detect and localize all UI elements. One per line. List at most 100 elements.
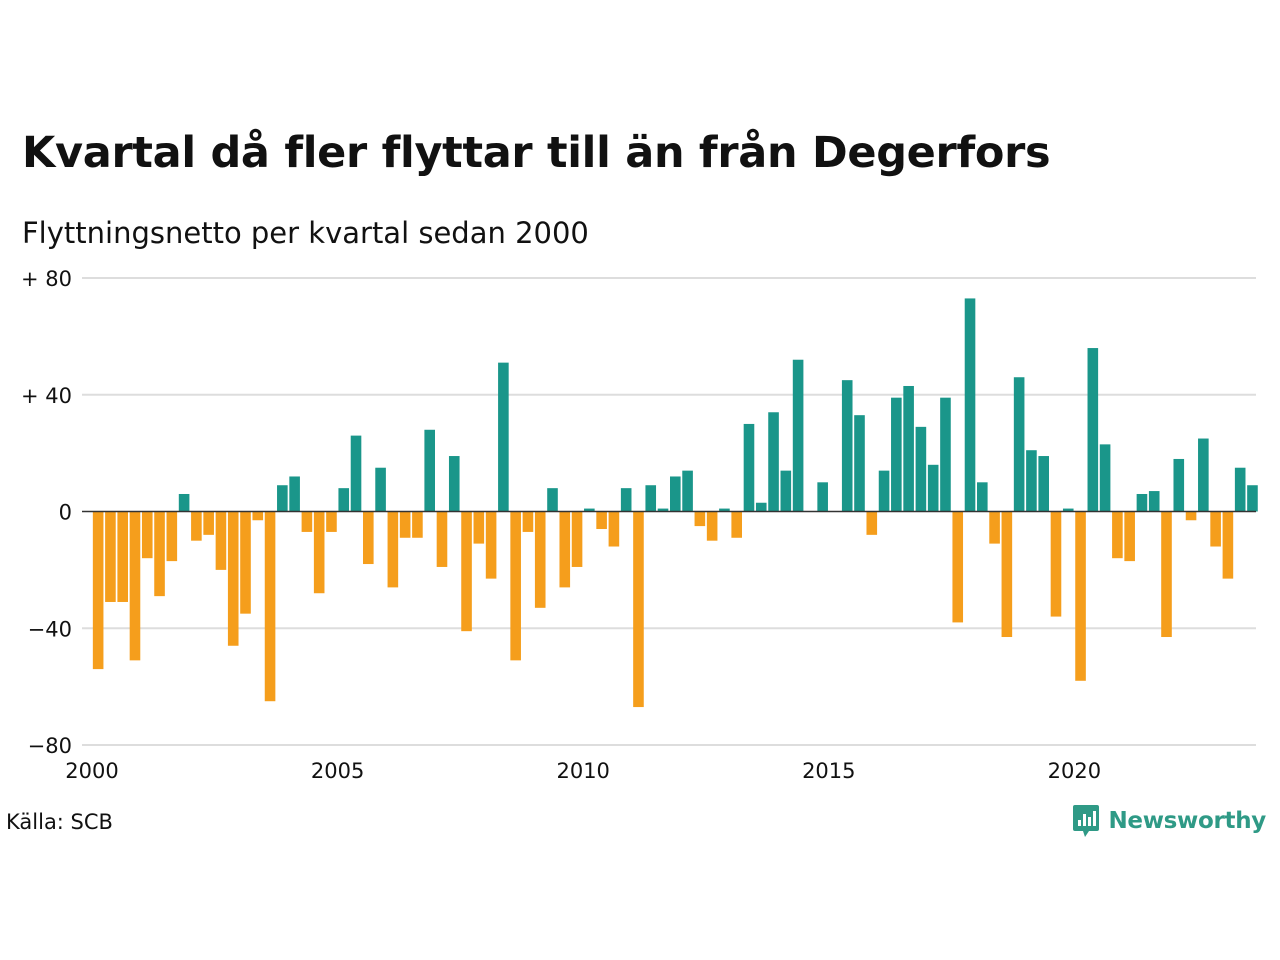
bar-positive [940,397,951,512]
bar-negative [92,511,104,670]
bar-positive [1099,444,1111,512]
bar-negative [1185,511,1197,521]
bar-positive [755,502,767,512]
bar-positive [1026,450,1037,512]
bar-negative [1161,511,1172,638]
bar-positive [927,464,939,512]
bar-positive [1198,438,1209,512]
bar-negative [522,511,534,532]
bar-positive [338,488,350,512]
bar-positive [841,380,853,512]
bar-positive [1173,458,1185,512]
bar-positive [350,435,362,512]
bar-negative [215,511,227,570]
bar-negative [129,511,141,661]
bar-negative [534,511,546,608]
bar-negative [203,511,214,535]
newsworthy-logo-icon [1073,805,1100,837]
y-tick-label: + 40 [21,384,72,408]
bar-negative [1001,511,1013,638]
bar-negative [240,511,251,614]
y-tick-label: + 80 [21,267,72,291]
bar-negative [166,511,178,562]
bar-positive [817,482,828,512]
x-axis-labels: 2000 2005 2010 2015 2020 [65,759,1101,783]
brand-name: Newsworthy [1108,808,1266,834]
bar-negative [252,511,264,521]
bar-negative [301,511,313,532]
bar-negative [706,511,718,541]
bar-negative [633,511,644,708]
bar-negative [141,511,153,559]
bar-positive [915,426,927,512]
bar-positive [682,470,693,512]
bar-positive [1136,493,1148,512]
bar-positive [1234,467,1246,512]
bar-positive [277,485,288,512]
bar-positive [878,470,890,512]
bar-negative [731,511,742,538]
chart-subtitle: Flyttningsnetto per kvartal sedan 2000 [22,216,589,250]
bar-negative [952,511,964,623]
source-note: Källa: SCB [6,810,113,834]
bar-negative [326,511,337,532]
bar-positive [448,456,460,512]
bar-negative [1112,511,1123,559]
bar-negative [694,511,706,527]
bar-negative [264,511,276,702]
bar-positive [891,397,902,512]
bar-positive [547,488,558,512]
x-tick-label: 2000 [65,759,118,783]
bar-positive [289,476,300,512]
bar-positive [584,508,595,512]
bar-positive [178,493,190,512]
bar-negative [1124,511,1135,562]
bar-negative [1210,511,1221,547]
bar-positive [375,467,386,512]
bar-positive [768,412,779,512]
x-tick-label: 2010 [556,759,609,783]
bar-negative [412,511,423,538]
bar-positive [792,359,804,512]
bar-negative [227,511,239,646]
bar-positive [424,429,435,512]
bar-positive [964,298,976,512]
bar-negative [1222,511,1234,579]
bar-positive [498,362,509,512]
bar-positive [854,415,865,512]
bar-positive [1148,491,1160,512]
bar-negative [485,511,497,579]
bar-negative [105,511,116,602]
bar-negative [608,511,620,547]
chart-title: Kvartal då fler flyttar till än från Deg… [22,128,1051,178]
bar-positive [719,508,730,512]
bar-negative [387,511,399,588]
x-tick-label: 2015 [802,759,855,783]
bar-positive [657,508,669,512]
bar-negative [559,511,571,588]
bar-negative [1075,511,1086,681]
bar-positive [670,476,681,512]
brand-logo[interactable]: Newsworthy [1072,804,1266,838]
bars [92,298,1258,708]
bar-positive [780,470,792,512]
bar-positive [1038,456,1049,512]
bar-positive [1247,485,1258,512]
bar-positive [1013,377,1025,512]
bar-positive [620,488,632,512]
y-tick-label: −40 [28,617,72,641]
bar-negative [191,511,202,541]
x-tick-label: 2005 [311,759,364,783]
bar-negative [154,511,165,597]
y-tick-label: 0 [59,501,72,525]
bar-negative [510,511,521,661]
bar-positive [903,385,914,512]
bar-negative [399,511,411,538]
bar-negative [989,511,1000,544]
bar-chart: + 80 + 40 0 −40 −80 2000 2005 2010 2015 2020 [21,267,1258,783]
bar-negative [596,511,607,530]
bar-positive [977,482,988,512]
bar-negative [1050,511,1062,617]
grid-lines [82,277,1256,746]
bar-negative [436,511,448,567]
